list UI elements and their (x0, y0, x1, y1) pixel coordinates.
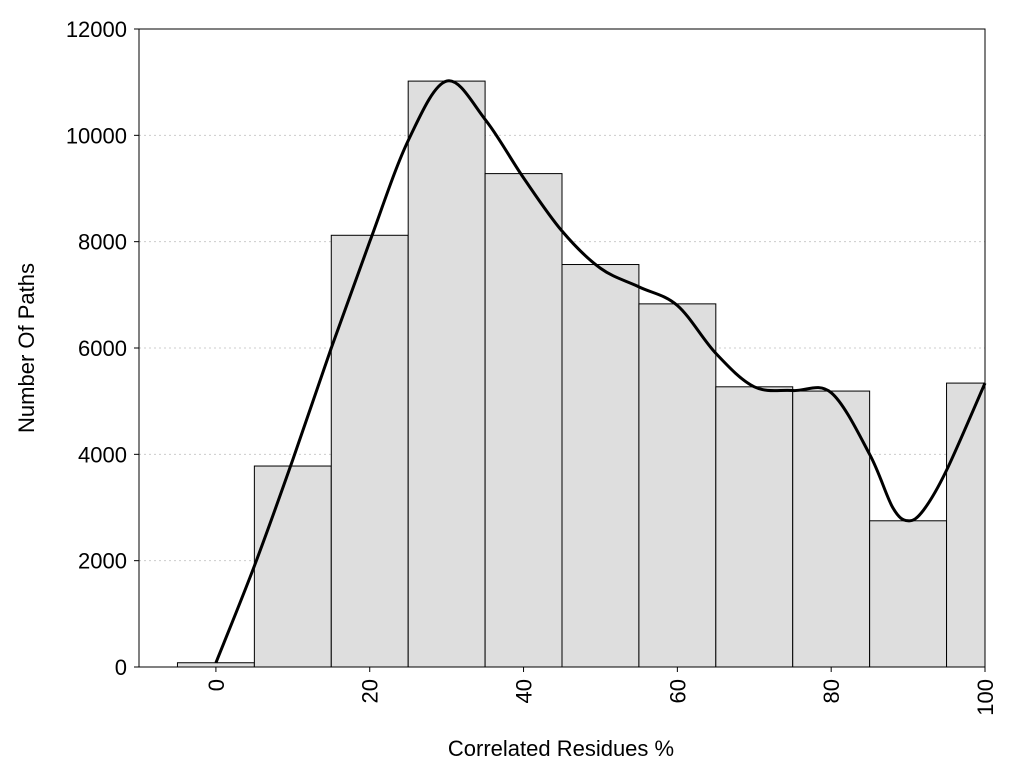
y-tick-label: 4000 (78, 442, 127, 467)
bars (176, 80, 986, 668)
x-axis-label: Correlated Residues % (448, 736, 674, 761)
y-tick-label: 6000 (78, 336, 127, 361)
y-tick-label: 12000 (66, 17, 127, 42)
density-curve (214, 79, 987, 664)
x-tick-label: 60 (665, 679, 690, 703)
x-tick-label: 80 (819, 679, 844, 703)
x-tick-label: 100 (973, 679, 998, 716)
histogram-bar (484, 173, 563, 668)
histogram-bar (869, 520, 948, 668)
histogram-bar (407, 80, 486, 668)
histogram-bar (638, 303, 717, 668)
x-tick-label: 40 (512, 679, 537, 703)
y-tick-label: 8000 (78, 230, 127, 255)
curve-line (214, 79, 987, 664)
histogram-bar (792, 390, 871, 668)
y-tick-label: 0 (115, 655, 127, 680)
y-tick-label: 2000 (78, 549, 127, 574)
y-axis-label: Number Of Paths (14, 263, 39, 433)
histogram-bar (253, 465, 332, 668)
x-tick-label: 20 (358, 679, 383, 703)
y-tick-label: 10000 (66, 123, 127, 148)
x-tick-label: 0 (204, 679, 229, 691)
histogram-bar (715, 386, 794, 668)
x-axis-ticks: 0 20 40 60 80 100 (204, 667, 998, 716)
histogram-bar (176, 662, 255, 668)
histogram-bar (561, 264, 640, 668)
histogram-bar (330, 234, 409, 668)
y-axis-ticks: 0 2000 4000 6000 8000 10000 12000 (66, 17, 139, 680)
